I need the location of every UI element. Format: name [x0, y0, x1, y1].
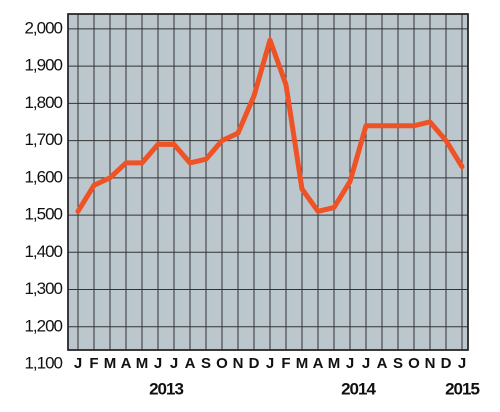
y-tick-label: 1,600: [24, 167, 62, 186]
plot-area: [67, 13, 469, 351]
line-series: [75, 37, 465, 214]
x-tick-label: A: [377, 355, 388, 372]
x-tick-label: O: [216, 355, 228, 372]
x-tick-label: A: [121, 355, 132, 372]
y-tick-label: 1,500: [24, 205, 62, 224]
x-tick-label: F: [281, 355, 290, 372]
year-label: 2013: [149, 379, 183, 398]
x-tick-label: J: [154, 355, 162, 372]
x-tick-label: J: [74, 355, 82, 372]
x-tick-label: D: [441, 355, 452, 372]
x-tick-label: M: [136, 355, 149, 372]
y-tick-label: 1,300: [24, 279, 62, 298]
x-tick-label: S: [393, 355, 403, 372]
x-tick-label: M: [104, 355, 117, 372]
x-tick-label: F: [89, 355, 98, 372]
y-tick-label: 1,100: [24, 353, 62, 372]
x-tick-label: J: [346, 355, 354, 372]
x-tick-label: M: [296, 355, 309, 372]
year-label: 2015: [445, 379, 479, 398]
plot-area: [67, 13, 469, 351]
year-label: 2014: [341, 379, 376, 398]
y-tick-label: 1,900: [24, 56, 62, 75]
x-tick-label: N: [425, 355, 436, 372]
y-tick-label: 2,000: [24, 18, 62, 37]
x-tick-label: S: [201, 355, 211, 372]
x-tick-label: N: [233, 355, 244, 372]
x-tick-label: A: [185, 355, 196, 372]
y-tick-label: 1,200: [24, 316, 62, 335]
x-tick-label: J: [170, 355, 178, 372]
x-tick-label: D: [249, 355, 260, 372]
y-tick-label: 1,700: [24, 130, 62, 149]
x-tick-label: A: [313, 355, 324, 372]
x-tick-label: J: [266, 355, 274, 372]
x-tick-label: M: [328, 355, 341, 372]
x-tick-label: O: [408, 355, 420, 372]
y-tick-label: 1,400: [24, 242, 62, 261]
x-tick-label: J: [458, 355, 466, 372]
x-tick-label: J: [362, 355, 370, 372]
y-tick-label: 1,800: [24, 93, 62, 112]
